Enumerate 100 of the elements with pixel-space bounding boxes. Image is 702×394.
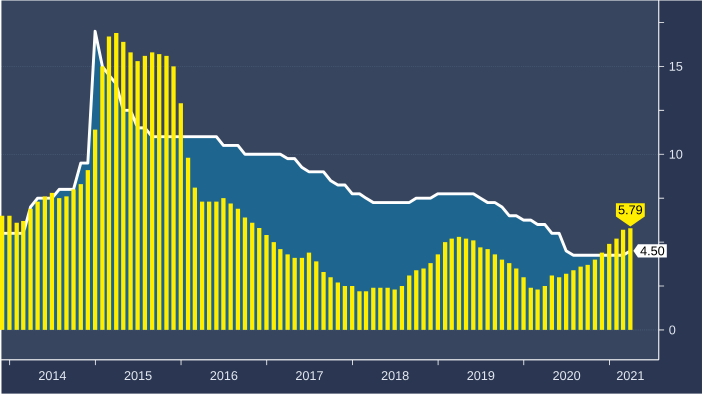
bar xyxy=(371,288,376,330)
bar xyxy=(436,254,440,330)
bar xyxy=(607,244,612,330)
bar xyxy=(400,286,404,330)
bar xyxy=(192,188,197,330)
bar xyxy=(35,202,40,330)
bar xyxy=(564,274,568,330)
bar xyxy=(121,42,126,330)
bar xyxy=(342,286,348,330)
bar xyxy=(206,202,212,330)
bar xyxy=(535,290,540,330)
bar xyxy=(257,228,262,330)
bar xyxy=(600,252,604,330)
x-tick-label: 2021 xyxy=(616,371,644,380)
bar xyxy=(514,268,518,330)
bar xyxy=(171,66,176,330)
bar xyxy=(456,236,462,330)
y-tick-label: 0 xyxy=(669,326,676,335)
x-tick-label: 2018 xyxy=(382,371,409,380)
bar xyxy=(250,222,254,330)
bar xyxy=(21,221,26,330)
x-tick-label: 2015 xyxy=(124,371,152,380)
bar xyxy=(421,268,426,330)
x-tick-label: 2016 xyxy=(210,371,238,380)
bar xyxy=(620,230,626,330)
x-tick-label: 2014 xyxy=(38,371,66,380)
bar xyxy=(528,288,533,330)
bar xyxy=(478,248,482,330)
y-tick-label: 10 xyxy=(670,150,682,159)
bar xyxy=(292,258,297,330)
bar xyxy=(592,260,598,330)
data-label: 4.50 xyxy=(640,246,664,256)
bar xyxy=(542,286,547,330)
bar xyxy=(278,249,282,330)
bar xyxy=(328,277,333,330)
bar xyxy=(264,235,269,330)
bar xyxy=(485,249,490,330)
bar xyxy=(314,262,318,330)
bar xyxy=(106,36,112,330)
bar xyxy=(336,282,340,330)
bar xyxy=(114,33,118,330)
bar xyxy=(200,202,204,330)
bar xyxy=(272,242,276,330)
bar xyxy=(578,266,583,330)
bar xyxy=(214,202,219,330)
bar xyxy=(42,196,48,330)
bar xyxy=(350,286,354,330)
data-label: 5.79 xyxy=(618,206,642,214)
bar xyxy=(71,190,76,330)
bar xyxy=(450,238,454,330)
bar xyxy=(157,54,162,330)
x-tick-label: 2020 xyxy=(553,371,580,380)
bar xyxy=(285,254,290,330)
bar xyxy=(86,170,90,330)
bar xyxy=(228,204,233,330)
bar xyxy=(128,52,133,330)
bar xyxy=(586,265,590,330)
bar xyxy=(414,270,418,330)
bar xyxy=(306,252,312,330)
bar xyxy=(507,263,512,330)
bar xyxy=(521,277,526,330)
bar xyxy=(57,198,62,330)
bar xyxy=(64,196,69,330)
bar xyxy=(556,277,562,330)
x-tick-label: 2017 xyxy=(296,371,323,380)
bar xyxy=(357,291,362,330)
bar xyxy=(378,288,382,330)
bar xyxy=(364,291,368,330)
bar xyxy=(242,218,248,330)
bar xyxy=(100,66,105,330)
bar xyxy=(614,238,619,330)
bar xyxy=(428,263,433,330)
bar xyxy=(471,240,476,330)
bar xyxy=(221,198,226,330)
bar xyxy=(500,260,504,330)
bar xyxy=(492,254,498,330)
bar xyxy=(135,61,140,330)
bar xyxy=(7,216,12,330)
bar xyxy=(300,258,304,330)
bar xyxy=(78,184,83,330)
bar xyxy=(92,130,98,330)
bar xyxy=(407,276,412,330)
bar xyxy=(178,103,183,330)
bar xyxy=(236,208,240,330)
bar xyxy=(0,216,4,330)
bar xyxy=(142,56,148,330)
bar xyxy=(28,208,33,330)
bar xyxy=(14,222,19,330)
bar xyxy=(150,52,154,330)
bar xyxy=(186,158,190,330)
bar xyxy=(464,238,468,330)
bar xyxy=(321,272,326,330)
bar xyxy=(164,56,169,330)
bar xyxy=(385,288,390,330)
x-tick-label: 2019 xyxy=(467,371,494,380)
bar xyxy=(571,270,576,330)
bar xyxy=(550,276,554,330)
bar xyxy=(50,193,54,330)
y-tick-label: 15 xyxy=(670,62,682,71)
bar xyxy=(442,242,448,330)
